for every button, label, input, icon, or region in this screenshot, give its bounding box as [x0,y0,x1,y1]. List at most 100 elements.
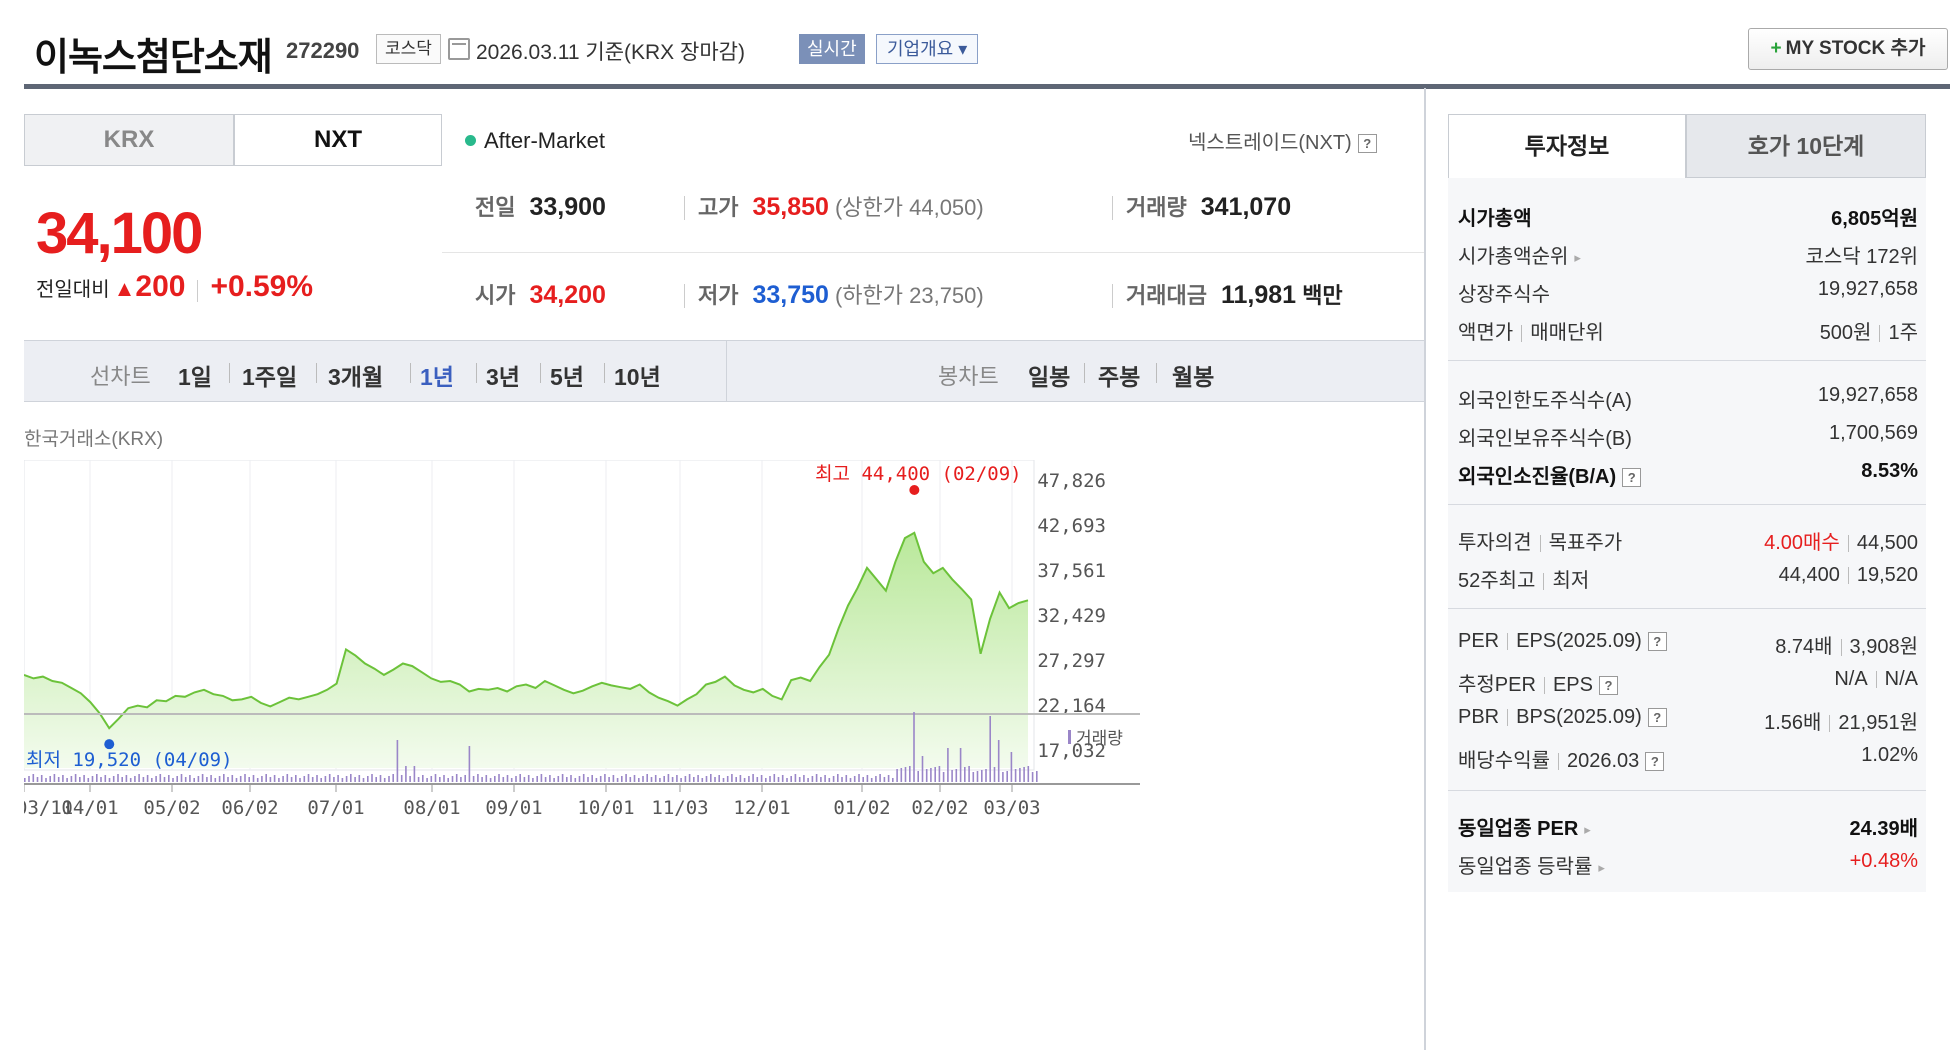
volume-bar [540,774,543,782]
volume-bar [320,778,322,782]
divider [1521,325,1523,343]
volume-bar [693,777,695,782]
sector-change-label: 동일업종 등락률 [1458,856,1593,878]
divider [604,363,605,383]
x-tick-label: 12/01 [733,797,790,819]
est-per-value: N/A [1834,668,1868,690]
volume-bar [74,774,77,782]
period-5y[interactable]: 5년 [550,364,584,390]
unit-label: 매매단위 [1530,322,1604,344]
opinion-labels: 투자의견 목표주가 [1458,526,1622,555]
help-icon[interactable]: ? [1647,708,1667,728]
y-tick-label: 47,826 [1037,470,1106,492]
foreign-hold-label: 외국인보유주식수(B) [1458,428,1632,450]
high-label: 고가 [698,195,739,220]
nxt-info-label: 넥스트레이드(NXT) [1188,132,1352,154]
shares-label: 상장주식수 [1458,284,1550,306]
low-value: 33,750 [752,281,829,309]
period-1d[interactable]: 1일 [178,364,212,390]
period-1w[interactable]: 1주일 [242,364,298,390]
candle-weekly[interactable]: 주봉 [1098,364,1141,390]
volume-bar [117,774,119,782]
volume-bar [383,778,386,782]
volume-bar [849,778,852,782]
tab-nxt[interactable]: NXT [234,114,442,166]
period-10y[interactable]: 10년 [614,364,661,390]
volume-bar [231,775,234,782]
tab-orderbook-10[interactable]: 호가 10단계 [1686,114,1926,178]
volume-bar [608,777,610,782]
volume-bar [256,778,259,782]
help-icon[interactable]: ? [1598,676,1618,696]
volume-bar [464,775,466,782]
volume-bar [159,774,162,782]
volume-bar [752,774,754,782]
volume-bar [189,775,191,782]
shares-value: 19,927,658 [1817,278,1918,300]
cap-rank-row[interactable]: 시가총액순위 ▸ 코스닥 172위 [1458,240,1918,270]
face-unit-values: 500원 1주 [1820,316,1918,345]
lower-limit: (하한가 23,750) [834,283,984,308]
sector-change-row[interactable]: 동일업종 등락률 ▸ +0.48% [1458,850,1918,880]
help-icon[interactable]: ? [1357,134,1377,154]
divider [1539,535,1541,553]
volume-bar [536,776,538,782]
volume-bar [773,774,776,782]
divider [410,363,411,383]
volume-bar [392,774,394,782]
volume-bar [519,774,521,782]
x-tick-label: 06/02 [221,797,278,819]
volume-bar [756,777,759,782]
foreign-limit-value: 19,927,658 [1817,384,1918,406]
volume-bar [625,774,627,782]
volume-bar [430,776,433,782]
help-icon[interactable]: ? [1647,632,1667,652]
est-per-row: 추정PER EPS? N/A N/A [1458,668,1918,698]
volume-bar [853,776,856,782]
volume-bar [151,778,153,782]
volume-bars: 거래량 [24,712,1123,782]
volume-bar [269,777,272,782]
my-stock-add-button[interactable]: + MY STOCK 추가 [1748,28,1948,70]
volume-bar [434,774,437,782]
volume-bar [557,776,560,782]
market-cap-row: 시가총액 6,805억원 [1458,202,1918,232]
candle-daily[interactable]: 일봉 [1028,364,1071,390]
shares-row: 상장주식수 19,927,658 [1458,278,1918,308]
volume-bar [841,777,843,782]
company-info-dropdown[interactable]: 기업개요 ▾ [876,34,979,64]
volume-bar [697,775,699,782]
volume-bar [362,778,365,782]
volume-bar [405,766,407,782]
volume-bar [396,740,399,782]
realtime-button[interactable]: 실시간 [799,34,865,64]
volume-bar [57,777,60,782]
low-price: 저가 33,750 (하한가 23,750) [698,278,984,310]
help-icon[interactable]: ? [1645,752,1665,772]
sector-per-row[interactable]: 동일업종 PER ▸ 24.39배 [1458,812,1918,842]
help-icon[interactable]: ? [1622,468,1642,488]
volume-bar [354,777,356,782]
volume-bar [375,777,377,782]
volume-bar [282,776,284,782]
face-unit-labels: 액면가 매매단위 [1458,316,1604,345]
open-price: 시가 34,200 [475,278,606,310]
tab-invest-info[interactable]: 투자정보 [1448,114,1686,178]
y-tick-label: 37,561 [1037,560,1106,582]
volume-bar [828,778,831,782]
candle-monthly[interactable]: 월봉 [1172,364,1215,390]
volume-bar [646,774,648,782]
period-1y[interactable]: 1년 [420,364,454,390]
volume-bar [455,774,458,782]
tab-krx[interactable]: KRX [24,114,234,166]
volume-bar [959,748,962,782]
dividend-label: 배당수익률 [1458,750,1550,772]
volume-bar [223,774,225,782]
volume-bar [286,774,289,782]
nxt-info-link[interactable]: 넥스트레이드(NXT)? [1188,126,1377,155]
volume-value: 341,070 [1200,193,1292,221]
stock-code: 272290 [286,38,360,63]
period-3y[interactable]: 3년 [486,364,520,390]
opinion-values: 4.00매수 44,500 [1764,526,1918,555]
period-3m[interactable]: 3개월 [328,364,384,390]
